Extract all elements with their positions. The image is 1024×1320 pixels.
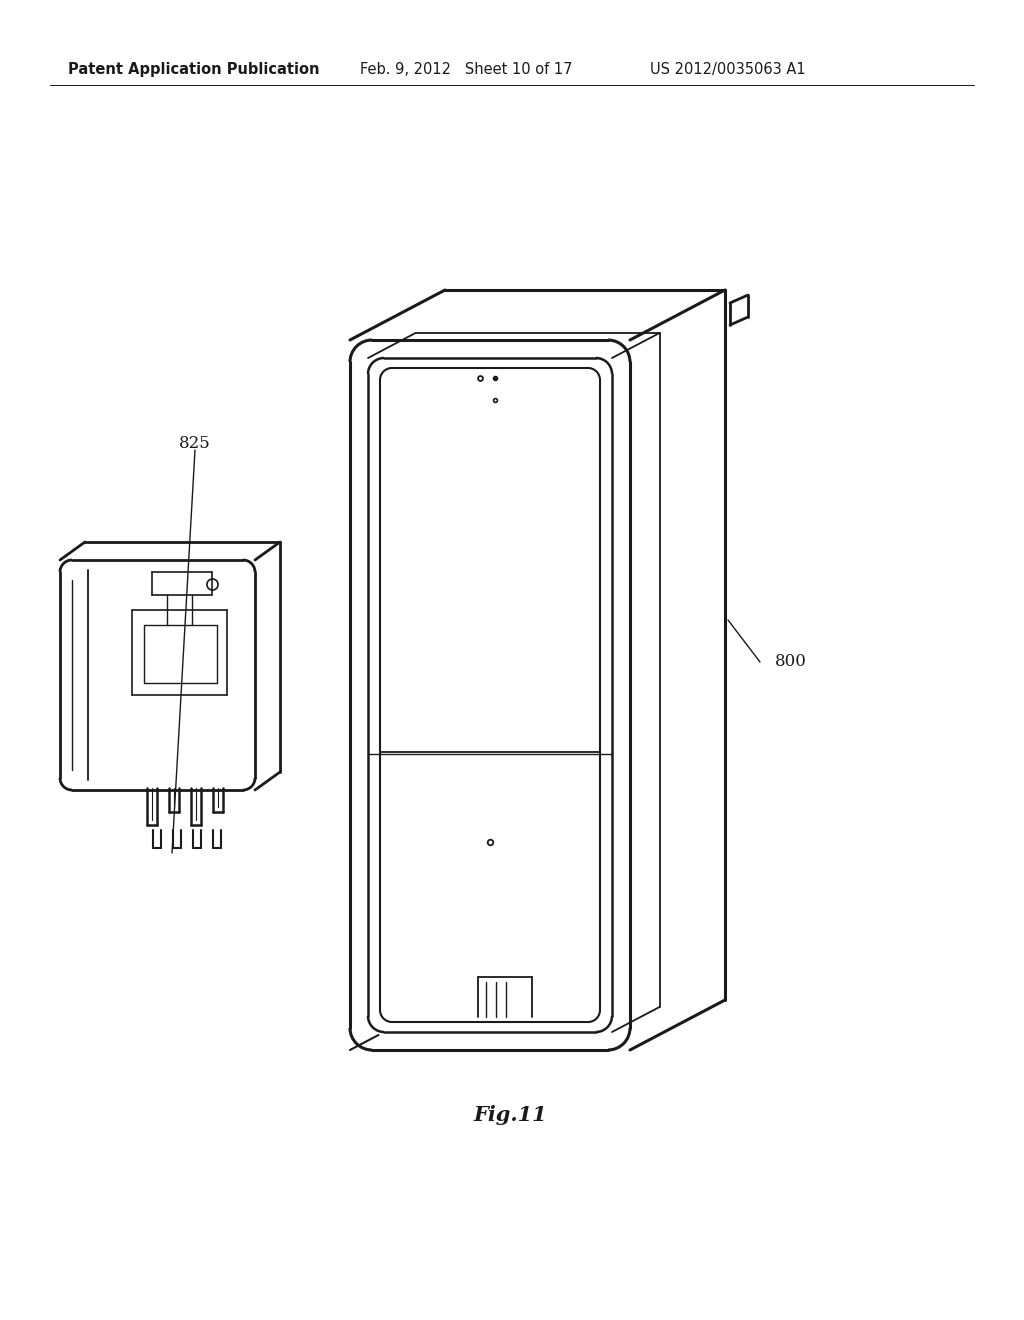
Text: Fig.11: Fig.11 [473,1105,547,1125]
Text: Patent Application Publication: Patent Application Publication [68,62,319,77]
Text: Feb. 9, 2012   Sheet 10 of 17: Feb. 9, 2012 Sheet 10 of 17 [360,62,572,77]
Text: 825: 825 [179,436,211,451]
Text: US 2012/0035063 A1: US 2012/0035063 A1 [650,62,806,77]
Text: 800: 800 [775,653,807,671]
